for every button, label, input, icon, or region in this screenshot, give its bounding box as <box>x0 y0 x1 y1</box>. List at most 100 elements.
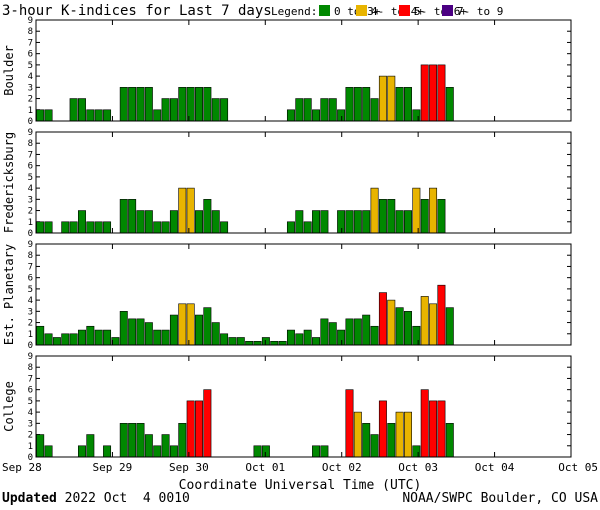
y-axis-label: Boulder <box>2 45 16 96</box>
k-index-bar <box>345 318 354 346</box>
y-tick-label: 5 <box>28 173 33 183</box>
k-index-bar <box>345 87 354 122</box>
k-index-bar <box>178 187 187 234</box>
k-index-bar <box>136 210 145 234</box>
k-index-bar <box>253 445 262 458</box>
k-index-bar <box>36 434 45 458</box>
y-tick-label: 4 <box>28 408 33 418</box>
y-tick-label: 5 <box>28 285 33 295</box>
legend-item-label: 5- to 6+ <box>414 5 467 18</box>
k-index-bar <box>445 423 454 458</box>
y-tick-label: 1 <box>28 218 33 228</box>
y-tick-label: 4 <box>28 296 33 306</box>
y-tick-label: 6 <box>28 274 33 284</box>
k-index-bar <box>86 325 95 346</box>
k-index-bar <box>203 87 212 122</box>
k-index-bar <box>103 445 112 458</box>
k-index-bar <box>395 210 404 234</box>
legend: Legend: 0 to 3+4- to 4+5- to 6+7- to 9 <box>271 5 503 18</box>
k-index-bar <box>186 87 195 122</box>
k-index-bar <box>312 445 321 458</box>
legend-swatch <box>399 5 410 16</box>
k-index-bar <box>395 307 404 346</box>
k-index-bar <box>437 284 446 346</box>
k-index-bar <box>211 98 220 122</box>
y-tick-label: 5 <box>28 397 33 407</box>
k-index-bar <box>378 75 387 122</box>
k-index-bar <box>169 445 178 458</box>
x-tick-label: Sep 30 <box>169 461 209 474</box>
legend-swatch <box>319 5 330 16</box>
k-index-bar <box>286 109 295 122</box>
k-index-bar <box>429 303 438 346</box>
k-index-bar <box>445 307 454 346</box>
y-tick-label: 0 <box>28 453 33 463</box>
k-index-bar <box>353 411 362 458</box>
k-index-bar <box>303 221 312 234</box>
y-tick-label: 1 <box>28 106 33 116</box>
k-index-bar <box>270 340 279 346</box>
k-index-bar <box>437 199 446 234</box>
y-tick-label: 1 <box>28 442 33 452</box>
k-index-bar <box>161 98 170 122</box>
k-index-bar <box>119 311 128 346</box>
k-index-bar <box>86 434 95 458</box>
k-index-bar <box>286 329 295 346</box>
y-tick-label: 9 <box>28 240 33 250</box>
k-index-bar <box>195 400 203 458</box>
k-index-bar <box>136 318 145 346</box>
k-index-bar <box>169 98 178 122</box>
k-index-bar <box>103 221 112 234</box>
k-index-bar <box>77 445 86 458</box>
y-axis-label: Est. Planetary <box>2 244 16 345</box>
k-index-bar <box>77 98 86 122</box>
k-index-bar <box>295 210 304 234</box>
k-index-bar <box>195 87 203 122</box>
k-index-bar <box>161 221 170 234</box>
k-index-bar <box>420 296 429 346</box>
y-tick-label: 3 <box>28 83 33 93</box>
updated-value: 2022 Oct 4 0010 <box>56 491 190 506</box>
k-index-bar <box>220 98 229 122</box>
k-index-bar <box>337 329 346 346</box>
plot-frame <box>35 131 572 234</box>
k-index-bar <box>353 210 362 234</box>
k-index-bar <box>77 210 86 234</box>
k-index-bar <box>378 292 387 346</box>
k-index-bar <box>186 400 195 458</box>
k-index-bar <box>295 98 304 122</box>
k-index-bar <box>178 87 187 122</box>
k-index-bar <box>404 411 412 458</box>
plot-frame <box>35 355 572 458</box>
plot-frame <box>35 243 572 346</box>
k-index-bar <box>429 400 438 458</box>
k-index-bar <box>44 333 53 346</box>
legend-swatch <box>356 5 367 16</box>
k-index-bar <box>261 445 270 458</box>
y-tick-label: 7 <box>28 38 33 48</box>
legend-item-label: 7- to 9 <box>457 5 503 18</box>
k-index-bar <box>387 199 396 234</box>
k-index-bar <box>94 221 103 234</box>
k-index-bar <box>395 87 404 122</box>
k-index-bar <box>161 434 170 458</box>
legend-item-label: 4- to 4+ <box>371 5 424 18</box>
k-index-bar <box>303 98 312 122</box>
k-index-bar <box>312 337 321 346</box>
x-tick-label: Oct 02 <box>322 461 362 474</box>
k-index-bar <box>404 311 412 346</box>
k-index-bar <box>203 307 212 346</box>
k-index-bar <box>345 210 354 234</box>
k-index-bar <box>303 329 312 346</box>
k-index-bar <box>320 318 329 346</box>
y-tick-label: 0 <box>28 117 33 127</box>
k-index-bar <box>337 109 346 122</box>
y-tick-label: 4 <box>28 184 33 194</box>
y-tick-label: 2 <box>28 319 33 329</box>
k-index-bar <box>128 199 137 234</box>
k-index-bar <box>128 423 137 458</box>
y-tick-label: 5 <box>28 61 33 71</box>
y-tick-label: 3 <box>28 195 33 205</box>
